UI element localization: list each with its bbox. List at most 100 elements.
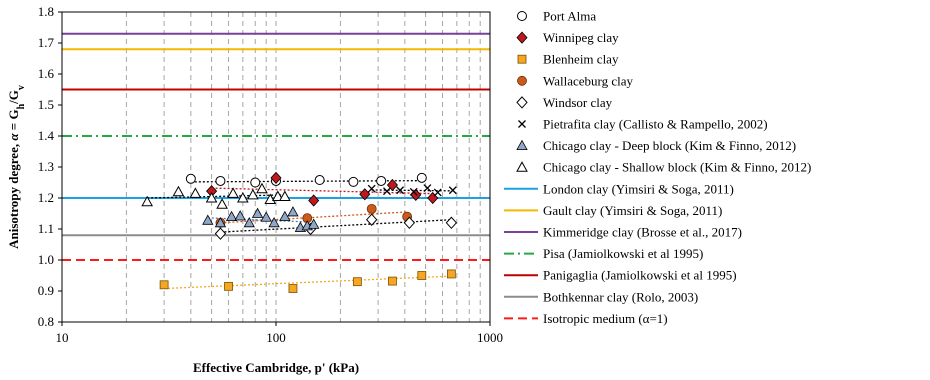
legend-item-wallaceburg-clay: Wallaceburg clay xyxy=(517,73,634,88)
data-point-chicago-clay-shallow-block-kim-finno-2012 xyxy=(227,187,239,198)
data-point-pietrafita-clay-callisto-rampello-2002 xyxy=(396,186,405,195)
y-tick-label: 1.6 xyxy=(38,66,55,81)
data-point-chicago-clay-deep-block-kim-finno-2012 xyxy=(260,211,272,222)
y-axis-title: Anisotropy degree, α = Gh/Gv xyxy=(6,85,27,249)
series-pietrafita-clay-callisto-rampello-2002 xyxy=(367,184,457,197)
data-point-chicago-clay-deep-block-kim-finno-2012 xyxy=(243,216,255,228)
y-tick-label: 0.9 xyxy=(38,283,54,298)
legend-label-port-alma: Port Alma xyxy=(543,9,596,24)
legend-marker-windsor-clay xyxy=(516,96,528,109)
trendline-port-alma xyxy=(190,179,422,183)
legend-item-kimmeridge-clay-brosse-et-al-2017: Kimmeridge clay (Brosse et al., 2017) xyxy=(504,225,742,240)
legend-item-gault-clay-yimsiri-soga-2011: Gault clay (Yimsiri & Soga, 2011) xyxy=(504,203,722,218)
trendline-wallaceburg-clay xyxy=(220,211,408,224)
x-tick-label: 10 xyxy=(56,330,69,345)
series-port-alma xyxy=(185,172,427,188)
data-point-port-alma xyxy=(416,172,427,183)
data-point-port-alma xyxy=(185,173,196,184)
legend-item-blenheim-clay: Blenheim clay xyxy=(517,52,619,67)
legend-item-chicago-clay-deep-block-kim-finno-2012: Chicago clay - Deep block (Kim & Finno, … xyxy=(516,138,796,153)
y-tick-label: 1.5 xyxy=(38,97,54,112)
data-point-port-alma xyxy=(348,176,359,187)
legend-label-kimmeridge-clay-brosse-et-al-2017: Kimmeridge clay (Brosse et al., 2017) xyxy=(543,225,742,240)
data-point-port-alma xyxy=(215,175,226,186)
series-chicago-clay-deep-block-kim-finno-2012 xyxy=(202,206,320,232)
trendline-blenheim-clay xyxy=(164,275,452,290)
legend-label-pietrafita-clay-callisto-rampello-2002: Pietrafita clay (Callisto & Rampello, 20… xyxy=(543,117,768,132)
y-tick-label: 1.4 xyxy=(38,128,55,143)
data-point-chicago-clay-shallow-block-kim-finno-2012 xyxy=(141,195,154,207)
data-point-chicago-clay-deep-block-kim-finno-2012 xyxy=(234,210,246,221)
legend-label-chicago-clay-shallow-block-kim-finno-2012: Chicago clay - Shallow block (Kim & Finn… xyxy=(543,160,811,175)
legend-label-blenheim-clay: Blenheim clay xyxy=(543,52,619,67)
data-point-chicago-clay-shallow-block-kim-finno-2012 xyxy=(216,198,228,209)
legend-label-chicago-clay-deep-block-kim-finno-2012: Chicago clay - Deep block (Kim & Finno, … xyxy=(543,138,796,153)
legend-item-windsor-clay: Windsor clay xyxy=(516,95,613,110)
y-tick-label: 1.2 xyxy=(38,190,54,205)
trendline-chicago-clay-shallow-block-kim-finno-2012 xyxy=(147,194,285,199)
data-point-chicago-clay-deep-block-kim-finno-2012 xyxy=(214,216,227,228)
y-tick-label: 1.1 xyxy=(38,221,54,236)
data-point-port-alma xyxy=(376,175,387,186)
data-point-blenheim-clay xyxy=(352,277,362,287)
legend-marker-pietrafita-clay-callisto-rampello-2002 xyxy=(518,120,526,128)
legend-label-pisa-jamiolkowski-et-al-1995: Pisa (Jamiolkowski et al 1995) xyxy=(543,246,703,261)
data-point-winnipeg-clay xyxy=(359,188,371,201)
data-point-windsor-clay xyxy=(445,216,458,230)
legend-label-windsor-clay: Windsor clay xyxy=(543,95,613,110)
data-point-winnipeg-clay xyxy=(270,171,282,184)
data-point-chicago-clay-deep-block-kim-finno-2012 xyxy=(268,216,280,228)
trendline-chicago-clay-deep-block-kim-finno-2012 xyxy=(207,217,314,223)
data-point-chicago-clay-deep-block-kim-finno-2012 xyxy=(279,210,291,222)
legend-marker-wallaceburg-clay xyxy=(517,75,527,86)
data-point-chicago-clay-shallow-block-kim-finno-2012 xyxy=(271,190,284,201)
data-points xyxy=(141,171,458,293)
legend-item-london-clay-yimsiri-soga-2011: London clay (Yimsiri & Soga, 2011) xyxy=(504,181,734,196)
data-point-chicago-clay-shallow-block-kim-finno-2012 xyxy=(247,188,259,200)
data-point-wallaceburg-clay xyxy=(366,203,377,214)
axis-ticks: 0.8 0.9 1.0 1.1 1.2 1.3 1.4 1.5 1.6 1.7 1.8 10 100 10… xyxy=(38,4,503,345)
data-point-blenheim-clay xyxy=(159,280,169,290)
data-point-windsor-clay xyxy=(403,216,416,230)
legend-label-wallaceburg-clay: Wallaceburg clay xyxy=(543,73,634,88)
legend-marker-chicago-clay-shallow-block-kim-finno-2012 xyxy=(516,161,528,172)
y-tick-label: 1.0 xyxy=(38,252,54,267)
data-point-chicago-clay-deep-block-kim-finno-2012 xyxy=(202,214,214,225)
data-point-pietrafita-clay-callisto-rampello-2002 xyxy=(367,184,376,193)
data-point-port-alma xyxy=(250,177,261,188)
data-point-pietrafita-clay-callisto-rampello-2002 xyxy=(433,188,442,197)
trendline-winnipeg-clay xyxy=(211,187,433,195)
grid-lines xyxy=(125,12,481,322)
legend-item-isotropic-medium-1: Isotropic medium (α=1) xyxy=(504,311,668,326)
legend-item-bothkennar-clay-rolo-2003: Bothkennar clay (Rolo, 2003) xyxy=(504,289,698,304)
data-point-pietrafita-clay-callisto-rampello-2002 xyxy=(448,186,457,195)
data-point-chicago-clay-shallow-block-kim-finno-2012 xyxy=(189,187,202,198)
data-point-pietrafita-clay-callisto-rampello-2002 xyxy=(423,184,432,193)
legend-item-port-alma: Port Alma xyxy=(517,9,596,24)
data-point-windsor-clay xyxy=(366,213,378,226)
data-point-windsor-clay xyxy=(214,227,227,240)
y-tick-label: 1.7 xyxy=(38,35,55,50)
data-point-chicago-clay-shallow-block-kim-finno-2012 xyxy=(264,193,277,205)
data-point-chicago-clay-deep-block-kim-finno-2012 xyxy=(225,210,238,222)
data-point-chicago-clay-shallow-block-kim-finno-2012 xyxy=(256,182,268,194)
legend-item-pietrafita-clay-callisto-rampello-2002: Pietrafita clay (Callisto & Rampello, 20… xyxy=(518,117,768,132)
series-chicago-clay-shallow-block-kim-finno-2012 xyxy=(141,182,291,209)
data-point-winnipeg-clay xyxy=(308,194,320,207)
legend-marker-port-alma xyxy=(517,11,527,21)
legend-item-pisa-jamiolkowski-et-al-1995: Pisa (Jamiolkowski et al 1995) xyxy=(504,246,703,261)
data-point-port-alma xyxy=(314,175,325,186)
legend-item-winnipeg-clay: Winnipeg clay xyxy=(516,30,619,45)
x-tick-label: 100 xyxy=(266,330,286,345)
data-point-chicago-clay-deep-block-kim-finno-2012 xyxy=(308,218,320,229)
x-axis-title: Effective Cambridge, p' (kPa) xyxy=(193,360,359,375)
legend-item-panigaglia-jamiolkowski-et-al-1995: Panigaglia (Jamiolkowski et al 1995) xyxy=(504,268,737,283)
data-point-chicago-clay-shallow-block-kim-finno-2012 xyxy=(279,190,291,201)
y-tick-label: 0.8 xyxy=(38,314,54,329)
data-point-chicago-clay-shallow-block-kim-finno-2012 xyxy=(205,191,218,203)
legend-label-gault-clay-yimsiri-soga-2011: Gault clay (Yimsiri & Soga, 2011) xyxy=(543,203,722,218)
series-blenheim-clay xyxy=(159,269,456,293)
data-point-chicago-clay-shallow-block-kim-finno-2012 xyxy=(172,185,185,197)
data-point-chicago-clay-shallow-block-kim-finno-2012 xyxy=(237,191,249,203)
